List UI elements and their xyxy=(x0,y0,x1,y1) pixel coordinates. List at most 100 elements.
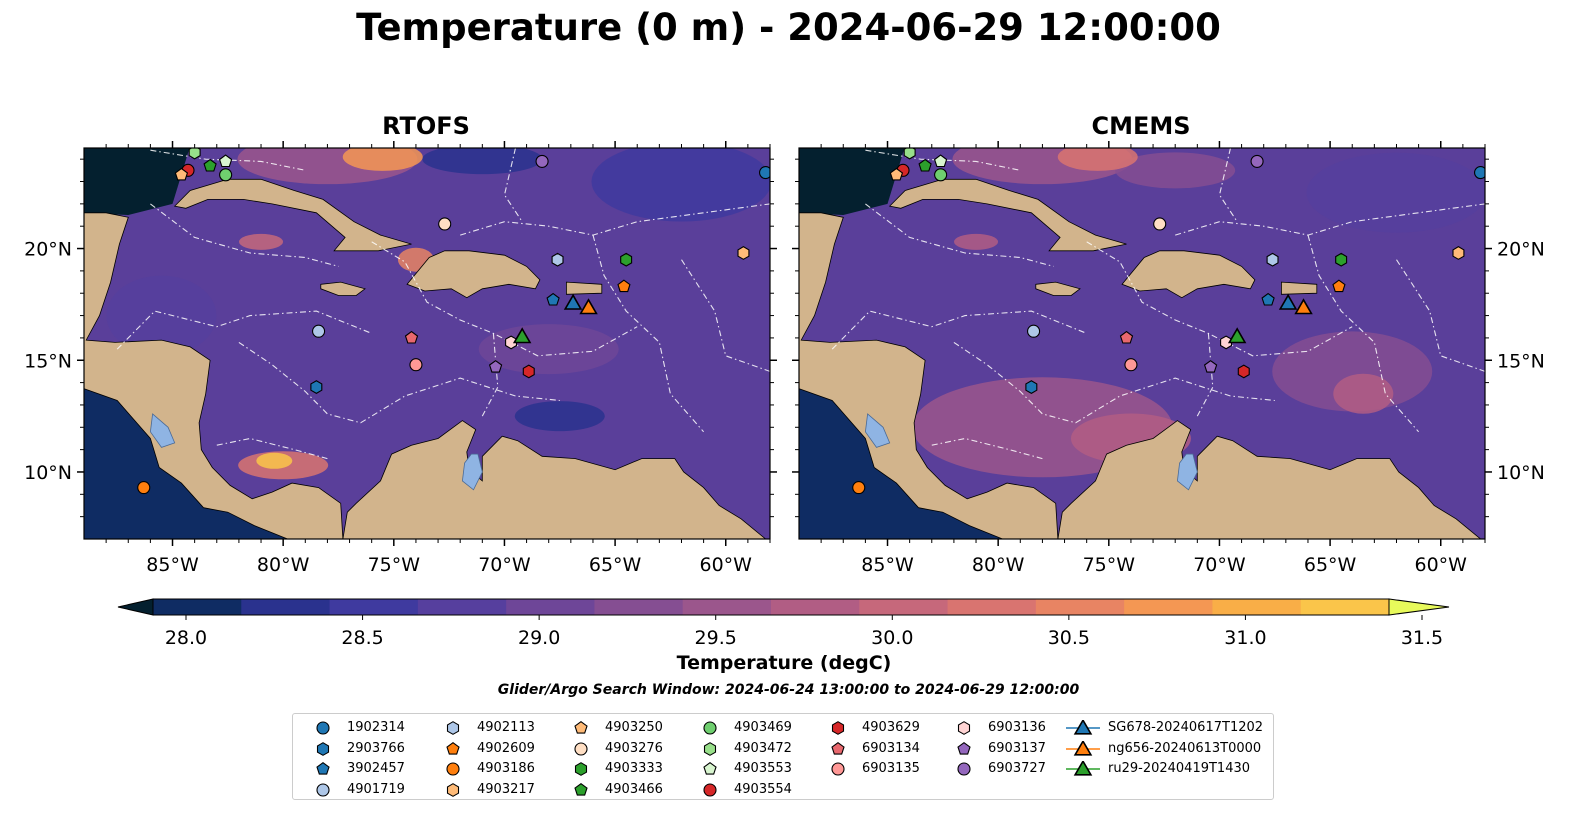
float-4903333 xyxy=(620,252,633,267)
float-6903137 xyxy=(488,360,503,373)
colorbar-bin xyxy=(1124,599,1213,615)
colorbar-tick-label: 29.5 xyxy=(695,627,737,649)
legend-marker xyxy=(831,721,845,735)
colorbar-bin xyxy=(771,599,860,615)
colorbar-tick-label: 30.5 xyxy=(1048,627,1090,649)
lat-tick-label: 15°N xyxy=(1497,350,1545,372)
eez-boundary xyxy=(216,437,328,460)
colorbar-bin xyxy=(1300,599,1390,615)
temperature-patch xyxy=(478,324,619,375)
legend-hexagon-icon xyxy=(446,782,460,797)
legend-hexagon-icon xyxy=(831,721,845,735)
eez-boundary xyxy=(1218,148,1238,223)
float-1902314 xyxy=(1474,166,1485,180)
lon-tick-label: 80°W xyxy=(972,554,1025,576)
legend-marker xyxy=(574,762,588,776)
legend-marker xyxy=(446,721,460,735)
legend-marker xyxy=(1066,761,1100,776)
legend-triangle-icon xyxy=(1073,761,1093,776)
figure-title: Temperature (0 m) - 2024-06-29 12:00:00 xyxy=(356,6,1221,49)
legend-label: 4903553 xyxy=(734,761,792,776)
float-6903135 xyxy=(409,358,423,372)
land-cuba xyxy=(173,178,412,252)
search-window-caption: Glider/Argo Search Window: 2024-06-24 13… xyxy=(497,682,1080,698)
legend-pentagon-icon xyxy=(446,741,460,755)
lat-tick-label: 10°N xyxy=(24,462,72,484)
legend-circle-icon xyxy=(831,762,845,776)
temperature-patch xyxy=(1115,152,1236,189)
legend-label: 4903629 xyxy=(862,720,920,735)
legend-marker xyxy=(446,741,460,755)
colorbar-bin xyxy=(506,599,595,615)
lon-tick-label: 65°W xyxy=(589,554,642,576)
legend-hexagon-icon xyxy=(957,721,971,735)
lon-tick-label: 85°W xyxy=(146,554,199,576)
legend-circle-icon xyxy=(316,782,330,797)
lon-tick-label: 65°W xyxy=(1304,554,1357,576)
colorbar-tick-label: 29.0 xyxy=(518,627,560,649)
float-6903727 xyxy=(1250,154,1264,168)
land-jamaica xyxy=(1035,281,1081,296)
eez-boundary xyxy=(481,333,499,417)
glider-SG678-20240617T1202 xyxy=(1278,293,1298,310)
temperature-patch xyxy=(106,275,217,356)
eez-boundary xyxy=(371,241,638,357)
land-florida xyxy=(936,115,994,146)
colorbar: 28.0 28.5 29.0 29.5 30.0 30.5 31.0 31.5 Temperat… xyxy=(117,598,1450,674)
temperature-patch xyxy=(239,233,284,250)
float-4903250 xyxy=(889,167,904,181)
legend-pentagon-icon xyxy=(316,762,330,775)
map-panel-rtofs xyxy=(84,148,770,539)
float-4903186 xyxy=(852,481,866,495)
colorbar-title: Temperature (degC) xyxy=(677,652,892,674)
map-panel-cmems xyxy=(799,115,1485,539)
temperature-patch xyxy=(1057,148,1138,171)
float-4903469 xyxy=(934,168,948,182)
float-4902609 xyxy=(617,279,631,293)
legend-marker xyxy=(446,782,460,797)
float-4903276 xyxy=(1153,217,1167,231)
lon-tick-label: 85°W xyxy=(861,554,914,576)
float-6903137 xyxy=(1203,360,1218,373)
float-2903766 xyxy=(1025,380,1038,395)
colorbar-bin xyxy=(947,599,1037,615)
float-4903276 xyxy=(438,217,452,231)
legend-marker xyxy=(957,721,971,735)
colorbar-tick-label: 30.0 xyxy=(871,627,913,649)
legend-label: 4903333 xyxy=(605,761,663,776)
temperature-patch xyxy=(342,148,423,171)
panel-title-rtofs: RTOFS xyxy=(382,112,470,140)
float-4901719 xyxy=(1027,324,1041,338)
colorbar-extend-max xyxy=(1388,598,1450,616)
float-4902113 xyxy=(551,252,564,267)
colorbar-tick-label: 31.0 xyxy=(1224,627,1266,649)
float-3902457 xyxy=(1261,292,1275,306)
map-frame xyxy=(798,147,1486,540)
lat-tick-label: 15°N xyxy=(24,350,72,372)
legend-circle-icon xyxy=(703,721,717,735)
lake-nicaragua xyxy=(149,413,176,448)
lake-nicaragua xyxy=(864,413,891,448)
float-4903217 xyxy=(737,246,750,260)
float-4903472 xyxy=(903,148,916,160)
legend-marker xyxy=(1066,720,1100,735)
glider-ru29-20240419T1430 xyxy=(1227,327,1247,344)
pacific-coast xyxy=(84,388,288,539)
land-hispaniola xyxy=(1121,250,1256,299)
legend-marker xyxy=(574,782,588,796)
temperature-patch xyxy=(1306,152,1485,233)
legend-label: 2903766 xyxy=(347,740,405,756)
legend-marker xyxy=(316,741,330,756)
land-cuba xyxy=(888,178,1127,252)
legend-label: 4901719 xyxy=(347,781,405,797)
eez-boundary xyxy=(865,203,1054,267)
colorbar-bin xyxy=(859,599,949,615)
float-4903466 xyxy=(918,158,932,172)
legend-hexagon-icon xyxy=(446,721,460,735)
legend-label: 6903135 xyxy=(862,761,920,776)
gulf-of-mexico xyxy=(84,148,190,215)
legend-label: 4903554 xyxy=(734,781,792,797)
glider-SG678-20240617T1202 xyxy=(563,293,583,310)
float-4903629 xyxy=(1237,364,1250,379)
colorbar-extend-min xyxy=(117,598,154,616)
